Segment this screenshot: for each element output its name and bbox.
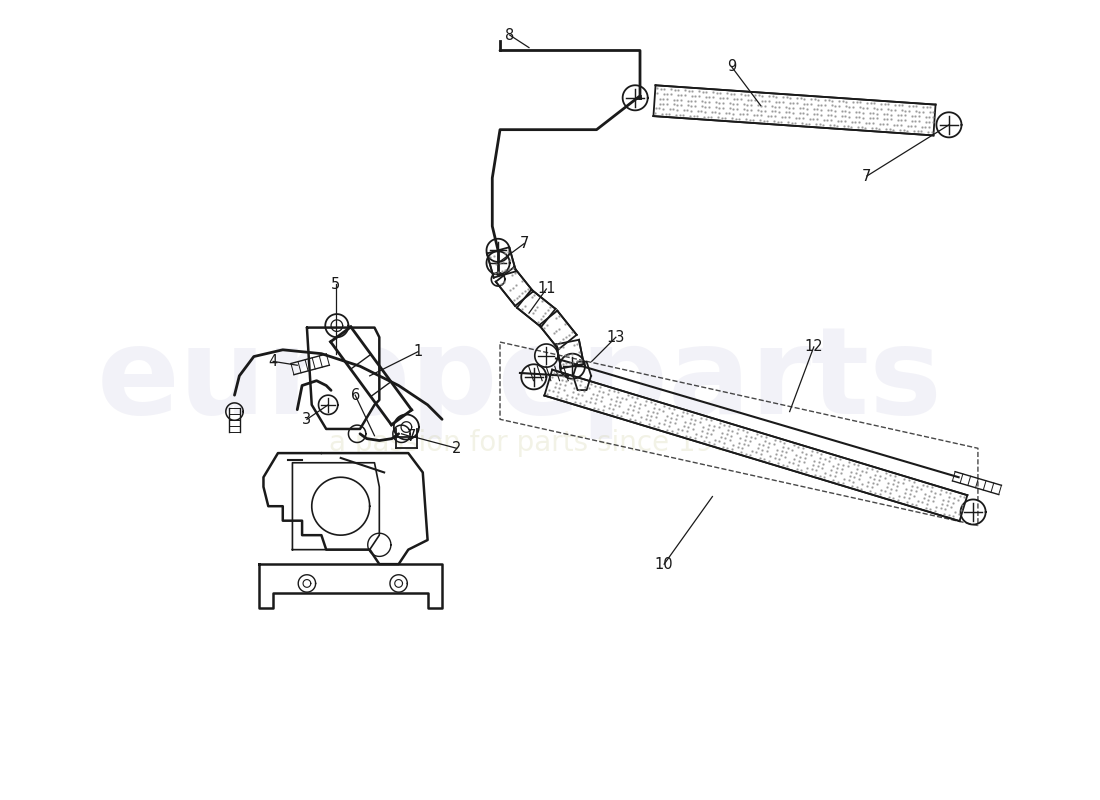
Polygon shape	[258, 564, 442, 607]
Polygon shape	[486, 251, 509, 274]
Text: 3: 3	[302, 412, 311, 427]
Text: 7: 7	[862, 169, 871, 183]
Polygon shape	[557, 340, 584, 369]
Polygon shape	[573, 362, 591, 390]
Polygon shape	[960, 499, 986, 525]
Polygon shape	[517, 290, 556, 327]
Text: 7: 7	[519, 236, 529, 251]
Polygon shape	[521, 364, 547, 390]
Text: 10: 10	[654, 557, 673, 572]
Polygon shape	[544, 370, 967, 521]
Polygon shape	[539, 310, 576, 350]
Polygon shape	[394, 414, 419, 439]
Text: europeparts: europeparts	[97, 322, 943, 439]
Polygon shape	[560, 354, 585, 378]
Polygon shape	[496, 267, 534, 306]
Text: 13: 13	[607, 330, 625, 345]
Polygon shape	[326, 314, 349, 338]
Polygon shape	[653, 86, 935, 135]
Polygon shape	[307, 327, 380, 429]
Polygon shape	[331, 327, 411, 425]
Polygon shape	[487, 247, 516, 278]
Polygon shape	[623, 86, 648, 110]
Text: 11: 11	[537, 282, 556, 297]
Text: a passion for parts since 1985: a passion for parts since 1985	[329, 430, 748, 458]
Text: 2: 2	[452, 441, 461, 456]
Polygon shape	[486, 238, 509, 262]
Text: 5: 5	[331, 277, 341, 292]
Text: 12: 12	[804, 339, 823, 354]
Polygon shape	[936, 112, 961, 138]
Polygon shape	[319, 395, 338, 414]
Polygon shape	[264, 453, 428, 564]
Text: 9: 9	[727, 59, 736, 74]
Text: 1: 1	[414, 344, 422, 359]
Text: 6: 6	[351, 388, 360, 402]
Text: 4: 4	[268, 354, 277, 369]
Polygon shape	[535, 344, 558, 367]
Text: 8: 8	[505, 27, 515, 42]
Text: 7: 7	[407, 429, 416, 444]
